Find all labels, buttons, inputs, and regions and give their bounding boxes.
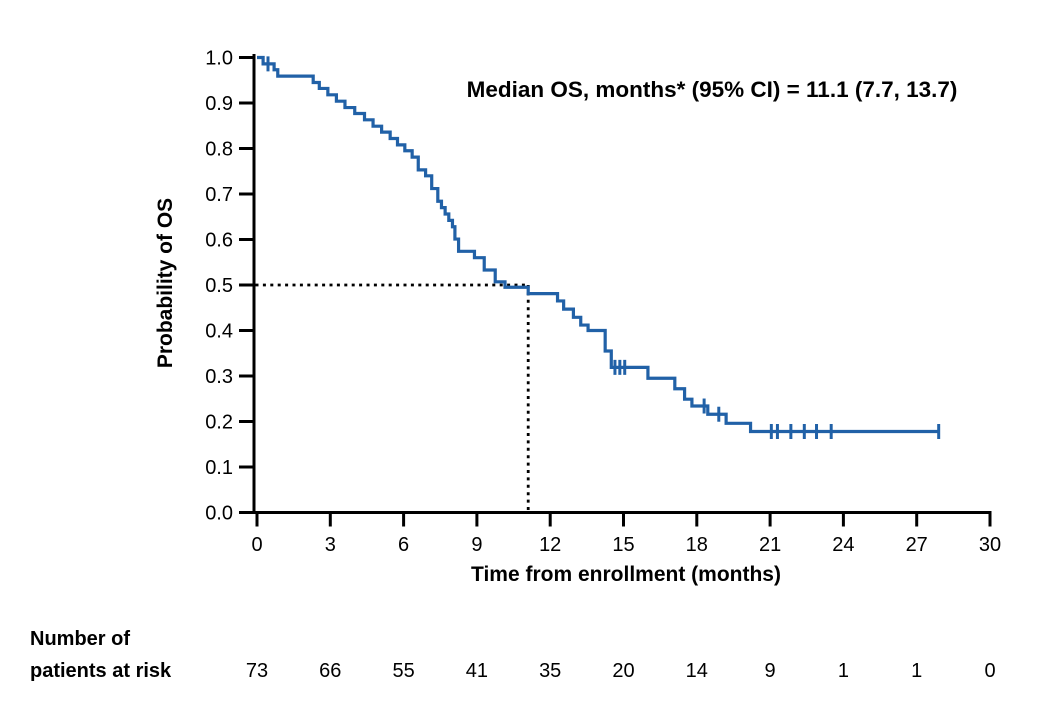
x-tick-label: 12 xyxy=(539,534,561,556)
at-risk-value: 14 xyxy=(686,660,708,682)
km-step-path xyxy=(257,55,939,434)
x-tick-label: 15 xyxy=(612,534,634,556)
risk-table-label-line1: Number of xyxy=(30,628,130,650)
x-tick-label: 6 xyxy=(398,534,409,556)
x-tick-label: 0 xyxy=(251,534,262,556)
x-tick-label: 9 xyxy=(471,534,482,556)
x-tick-label: 21 xyxy=(759,534,781,556)
survival-curve xyxy=(257,55,939,434)
axes xyxy=(239,54,992,527)
x-tick-label: 18 xyxy=(686,534,708,556)
censor-marks xyxy=(266,56,941,440)
at-risk-value: 66 xyxy=(319,660,341,682)
x-tick-label: 3 xyxy=(325,534,336,556)
x-tick-label: 30 xyxy=(979,534,1001,556)
at-risk-value: 73 xyxy=(246,660,268,682)
y-tick-label: 0.6 xyxy=(205,230,233,252)
x-tick-label: 27 xyxy=(906,534,928,556)
risk-table-label-line2: patients at risk xyxy=(30,660,172,682)
y-tick-label: 1.0 xyxy=(205,48,233,70)
at-risk-value: 0 xyxy=(984,660,995,682)
y-tick-label: 0.1 xyxy=(205,457,233,479)
at-risk-value: 20 xyxy=(612,660,634,682)
y-tick-label: 0.9 xyxy=(205,93,233,115)
y-tick-label: 0.5 xyxy=(205,275,233,297)
median-reference-lines xyxy=(255,283,530,513)
at-risk-value: 55 xyxy=(392,660,414,682)
at-risk-value: 9 xyxy=(765,660,776,682)
x-tick-label: 24 xyxy=(832,534,854,556)
y-tick-label: 0.0 xyxy=(205,503,233,525)
at-risk-value: 41 xyxy=(466,660,488,682)
y-tick-label: 0.4 xyxy=(205,321,233,343)
at-risk-value: 1 xyxy=(838,660,849,682)
tick-labels: 1.0 0.9 0.8 0.7 0.6 0.5 0.4 0.3 0.2 0.1 0.0 0 3 6 9 12 1… xyxy=(205,48,1001,557)
axis-lines xyxy=(252,54,992,514)
y-tick-label: 0.8 xyxy=(205,139,233,161)
annotation-median-os: Median OS, months* (95% CI) = 11.1 (7.7,… xyxy=(467,77,958,102)
risk-values: 73 66 55 41 35 20 14 9 1 1 0 xyxy=(246,660,996,682)
y-tick-label: 0.2 xyxy=(205,412,233,434)
y-tick-label: 0.7 xyxy=(205,184,233,206)
at-risk-value: 35 xyxy=(539,660,561,682)
at-risk-value: 1 xyxy=(911,660,922,682)
x-axis-title: Time from enrollment (months) xyxy=(471,563,781,586)
y-axis-title: Probability of OS xyxy=(154,198,177,368)
y-tick-label: 0.3 xyxy=(205,366,233,388)
